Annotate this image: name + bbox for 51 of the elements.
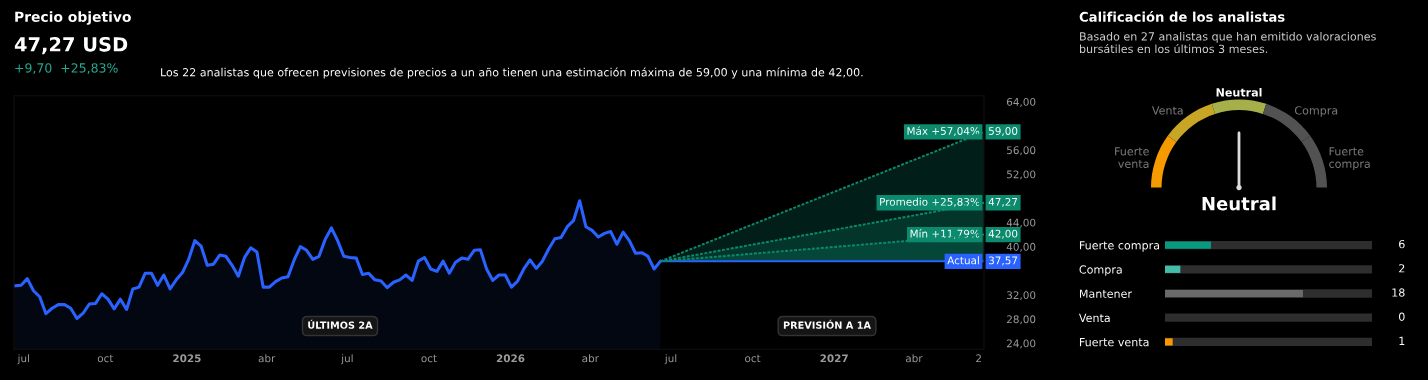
x-tick-label: abr bbox=[258, 354, 276, 363]
legend-label: Promedio +25,83% bbox=[880, 197, 980, 207]
chart-subtitle: 47,27 USD bbox=[14, 36, 128, 55]
y-tick-label: 40,00 bbox=[1006, 242, 1036, 252]
y-tick-label: Venta bbox=[1078, 313, 1110, 323]
y-tick-label: 32,00 bbox=[1007, 291, 1036, 301]
data-label: 42,00 bbox=[988, 229, 1018, 239]
slice-label: Neutral bbox=[1216, 87, 1262, 97]
x-tick-label: oct bbox=[421, 354, 437, 363]
x-tick-label: jul bbox=[664, 354, 677, 365]
y-tick-label: 64,00 bbox=[1006, 97, 1036, 107]
y-tick-label: Compra bbox=[1079, 265, 1122, 276]
x-tick-label: 2027 bbox=[820, 354, 848, 363]
x-tick-label: 2025 bbox=[173, 354, 201, 363]
x-tick-label: 2 bbox=[976, 354, 981, 363]
legend-label: Actual bbox=[947, 256, 979, 265]
text: Neutral bbox=[1202, 196, 1276, 211]
y-tick-label: Fuerte venta bbox=[1079, 338, 1149, 347]
data-label: 47,27 bbox=[988, 197, 1018, 207]
y-tick-label: Fuerte compra bbox=[1079, 241, 1159, 252]
data-label: 1 bbox=[1399, 336, 1405, 345]
slice-label: Compra bbox=[1294, 106, 1338, 117]
x-tick-label: jul bbox=[341, 354, 353, 365]
data-label: 6 bbox=[1399, 239, 1405, 249]
annotation: ÚLTIMOS 2A bbox=[308, 319, 373, 329]
data-label: 59,00 bbox=[988, 127, 1018, 136]
chart-subtitle: Basado en 27 analistas que han emitido valoraciones bursátiles en los últimos 3 meses. bbox=[1080, 32, 1376, 54]
data-label: 0 bbox=[1399, 312, 1405, 321]
annotation: PREVISIÓN A 1A bbox=[783, 319, 871, 329]
text: Los 22 analistas que ofrecen previsiones de precios a un año tienen una estimación máxima de 59,00 y una mínima de 42,00. bbox=[161, 67, 863, 79]
slice-label: Fuerte compra bbox=[1329, 147, 1370, 171]
legend-label: Máx +57,04% bbox=[907, 126, 980, 136]
x-tick-label: abr bbox=[905, 354, 923, 363]
x-tick-label: oct bbox=[97, 354, 114, 363]
text: +9,70 +25,83% bbox=[15, 63, 118, 74]
data-label: 2 bbox=[1399, 264, 1405, 273]
data-label: 18 bbox=[1392, 288, 1405, 297]
x-tick-label: oct bbox=[745, 354, 761, 363]
y-tick-label: 56,00 bbox=[1007, 146, 1036, 156]
x-tick-label: jul bbox=[17, 354, 29, 365]
chart-title: Calificación de los analistas bbox=[1079, 11, 1285, 22]
y-tick-label: 24,00 bbox=[1006, 339, 1036, 349]
chart-title: Precio objetivo bbox=[15, 11, 131, 25]
y-tick-label: Mantener bbox=[1079, 289, 1132, 298]
y-tick-label: 52,00 bbox=[1007, 170, 1036, 180]
x-tick-label: abr bbox=[582, 354, 599, 363]
y-tick-label: 44,00 bbox=[1006, 218, 1036, 228]
y-tick-label: 28,00 bbox=[1006, 315, 1036, 325]
data-label: 37,57 bbox=[988, 256, 1018, 266]
x-tick-label: 2026 bbox=[496, 354, 525, 363]
slice-label: Venta bbox=[1151, 106, 1183, 115]
